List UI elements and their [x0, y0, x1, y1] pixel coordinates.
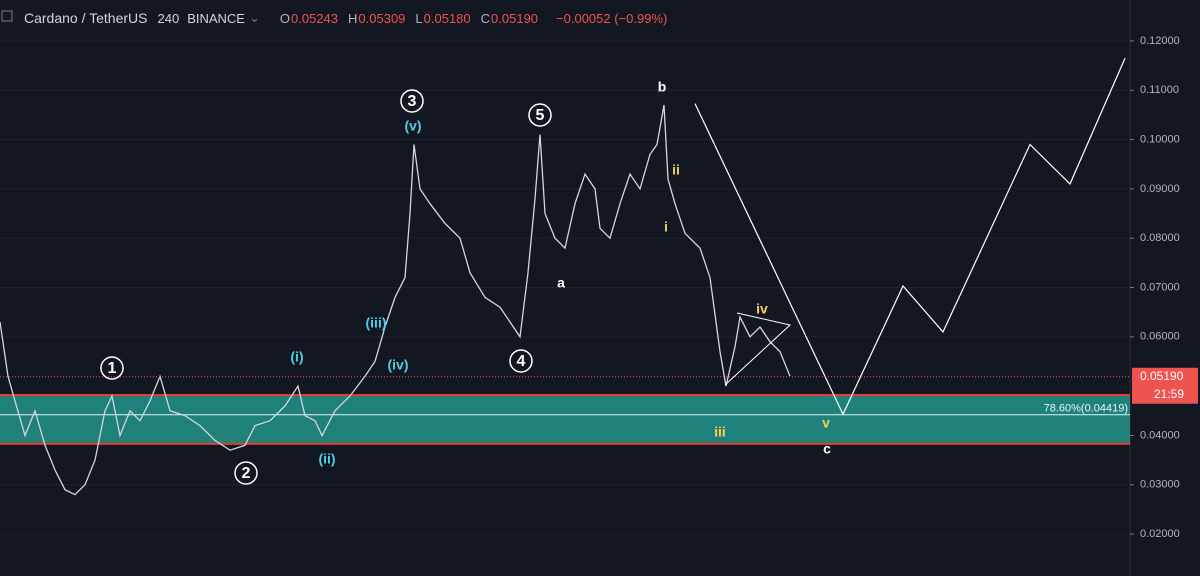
- last-price-label: 0.05190: [1140, 369, 1184, 383]
- wave-label: a: [557, 275, 565, 291]
- wave-label: v: [822, 415, 830, 431]
- wave-label: b: [658, 79, 667, 95]
- y-tick-label: 0.12000: [1140, 35, 1180, 47]
- y-tick-label: 0.06000: [1140, 331, 1180, 343]
- ohlc-value: 0.05243: [291, 10, 339, 26]
- wave-label: (v): [404, 118, 421, 134]
- wave-circle: [528, 103, 552, 127]
- wave-circle: [400, 89, 424, 113]
- change: −0.00052 (−0.99%): [556, 10, 668, 26]
- wave-label: (i): [290, 349, 303, 365]
- wave-label: ii: [672, 162, 680, 178]
- ohlc-value: 0.05190: [491, 10, 539, 26]
- y-tick-label: 0.07000: [1140, 281, 1180, 293]
- series-line: [694, 57, 1126, 416]
- y-tick-label: 0.11000: [1140, 84, 1179, 96]
- y-tick-label: 0.04000: [1140, 429, 1180, 441]
- y-tick-label: 0.03000: [1140, 479, 1180, 491]
- wave-label: 5: [536, 107, 545, 124]
- symbol[interactable]: Cardano / TetherUS: [24, 10, 148, 26]
- ohlc-value: 0.05180: [423, 10, 471, 26]
- ohlc: O 0.05243 H 0.05309 L 0.05180 C 0.05190: [280, 11, 548, 26]
- wave-label: iv: [756, 301, 768, 317]
- ohlc-key: O: [279, 10, 291, 26]
- wave-label: 4: [517, 353, 526, 370]
- wave-label: iii: [714, 424, 726, 440]
- collapse-icon[interactable]: [1, 10, 13, 22]
- wedge: [724, 312, 792, 386]
- series-line: [0, 104, 791, 496]
- y-tick-label: 0.09000: [1140, 183, 1180, 195]
- fib-label: 78.60%(0.04419): [1044, 403, 1128, 415]
- wave-label: (iv): [388, 357, 409, 373]
- exchange[interactable]: BINANCE: [187, 10, 245, 26]
- interval[interactable]: 240: [157, 10, 180, 26]
- y-tick-label: 0.10000: [1140, 133, 1180, 145]
- wave-label: i: [664, 219, 668, 235]
- countdown: 21:59: [1154, 387, 1184, 401]
- last-price-box: [1132, 367, 1198, 404]
- ohlc-key: H: [348, 10, 358, 26]
- y-tick-label: 0.08000: [1140, 232, 1180, 244]
- ohlc-key: C: [480, 10, 491, 26]
- wave-label: 2: [242, 465, 251, 482]
- header: Cardano / TetherUS 240 BINANCE ⌄ O 0.0524…: [0, 8, 671, 28]
- wave-circle: [100, 356, 124, 380]
- wave-circle: [509, 349, 533, 373]
- chevron[interactable]: ⌄: [248, 10, 260, 25]
- wave-label: 1: [108, 360, 117, 377]
- ohlc-key: L: [415, 10, 423, 26]
- wave-circle: [234, 461, 258, 485]
- ohlc-value: 0.05309: [358, 10, 406, 26]
- wave-label: (iii): [366, 315, 387, 331]
- wave-label: c: [823, 441, 831, 457]
- fib-zone: [0, 395, 1130, 444]
- wave-label: 3: [408, 93, 417, 110]
- y-tick-label: 0.02000: [1140, 528, 1180, 540]
- wave-label: (ii): [318, 451, 335, 467]
